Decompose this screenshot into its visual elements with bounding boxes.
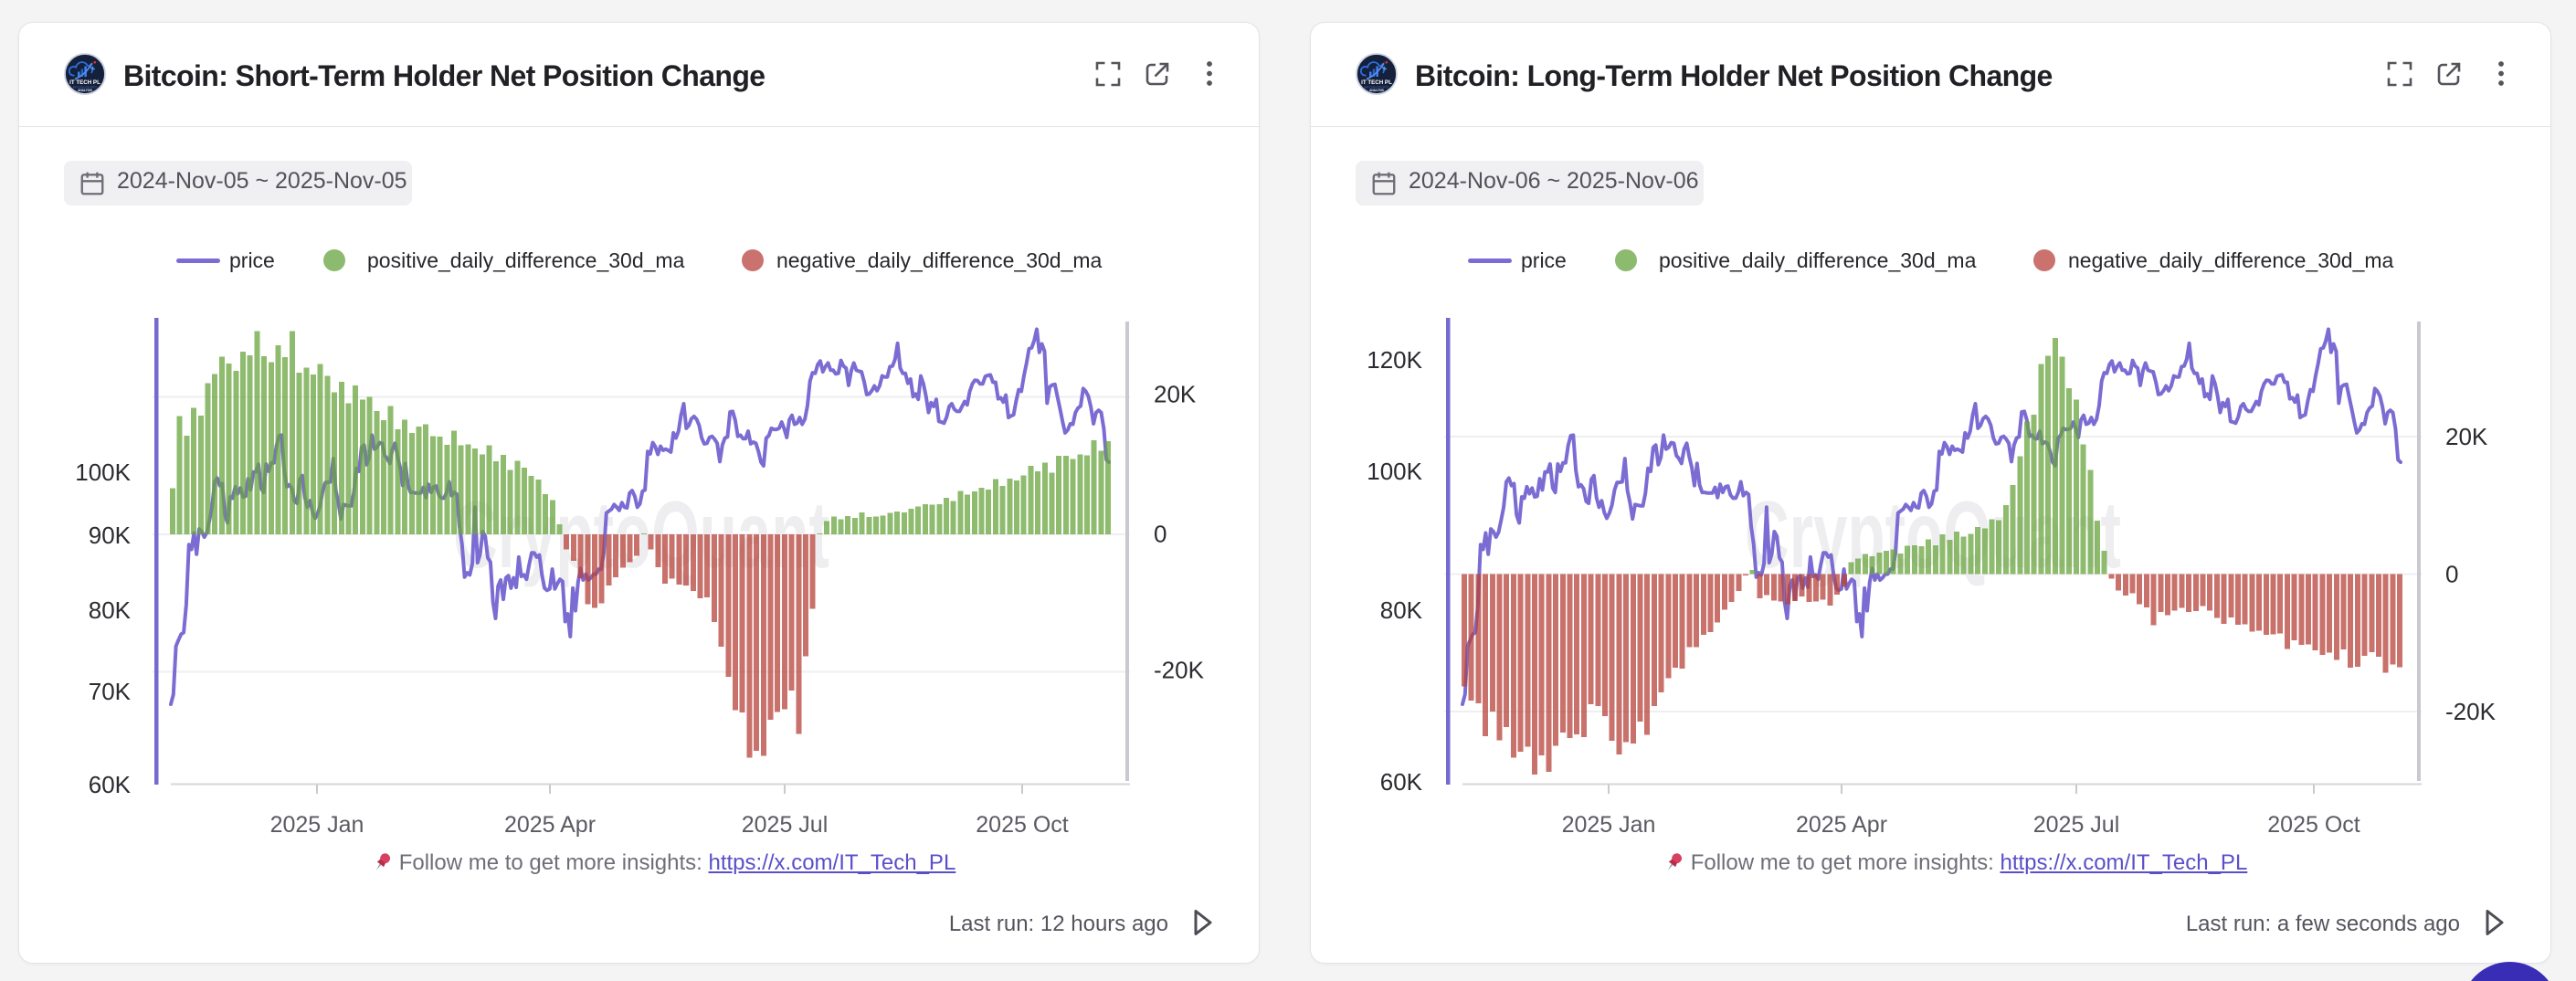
svg-text:0: 0 <box>2445 561 2458 588</box>
svg-text:60K: 60K <box>1380 768 1423 796</box>
svg-text:60K: 60K <box>89 771 132 798</box>
svg-text:2025 Apr: 2025 Apr <box>1796 812 1887 838</box>
svg-text:0: 0 <box>1154 521 1167 548</box>
svg-text:ANALYSIS: ANALYSIS <box>1369 89 1384 92</box>
svg-text:BITCOIN CRYPTO: BITCOIN CRYPTO <box>73 85 98 89</box>
svg-text:-20K: -20K <box>1154 657 1205 684</box>
svg-text:2025 Jul: 2025 Jul <box>742 812 829 838</box>
svg-text:100K: 100K <box>1367 458 1422 485</box>
svg-text:70K: 70K <box>89 678 132 705</box>
svg-text:20K: 20K <box>1154 381 1197 408</box>
svg-text:IT TECH PL: IT TECH PL <box>69 79 100 86</box>
svg-text:ANALYSIS: ANALYSIS <box>78 89 92 92</box>
svg-text:80K: 80K <box>1380 596 1423 624</box>
svg-text:2025 Oct: 2025 Oct <box>2267 812 2360 838</box>
svg-text:2025 Jul: 2025 Jul <box>2033 812 2120 838</box>
svg-text:BITCOIN CRYPTO: BITCOIN CRYPTO <box>1365 85 1389 89</box>
svg-text:100K: 100K <box>75 459 131 486</box>
svg-text:-20K: -20K <box>2445 698 2497 725</box>
svg-text:2025 Jan: 2025 Jan <box>270 812 364 838</box>
svg-text:2025 Oct: 2025 Oct <box>976 812 1069 838</box>
svg-text:80K: 80K <box>89 596 132 624</box>
svg-text:20K: 20K <box>2445 423 2488 450</box>
svg-text:2025 Apr: 2025 Apr <box>504 812 596 838</box>
svg-text:2025 Jan: 2025 Jan <box>1562 812 1656 838</box>
svg-text:IT TECH PL: IT TECH PL <box>1361 79 1392 86</box>
svg-text:90K: 90K <box>89 522 132 549</box>
svg-text:120K: 120K <box>1367 346 1422 374</box>
